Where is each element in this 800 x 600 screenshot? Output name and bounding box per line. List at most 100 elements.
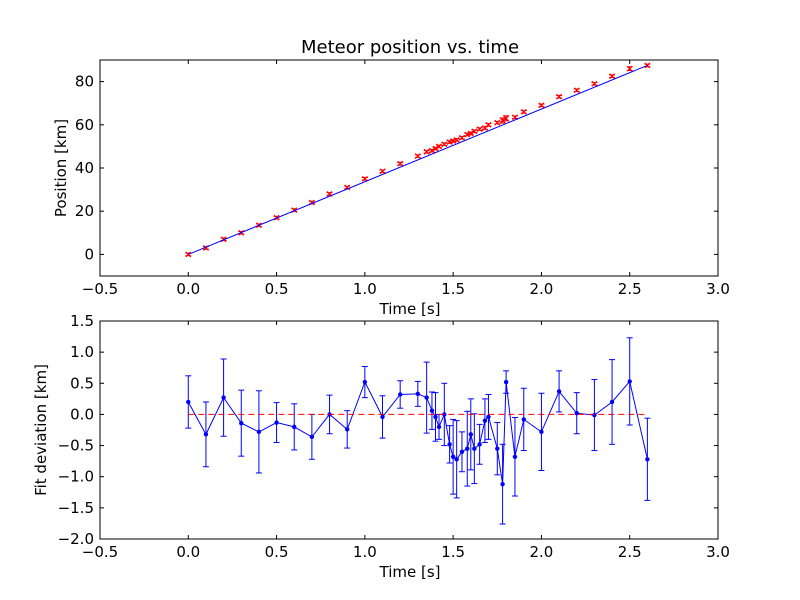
deviation-plot-x-tick-label: 1.5 xyxy=(441,543,465,561)
position-plot-x-tick-label: 0.0 xyxy=(176,280,200,298)
deviation-point xyxy=(477,442,482,447)
position-point-marker xyxy=(499,117,506,124)
position-plot-frame xyxy=(99,59,719,277)
deviation-point xyxy=(429,408,435,413)
deviation-point xyxy=(442,412,447,417)
position-point-marker xyxy=(494,119,501,126)
deviation-point xyxy=(292,424,297,430)
deviation-point xyxy=(186,399,191,405)
deviation-plot-x-axis-label: Time [s] xyxy=(379,563,441,581)
deviation-plot-x-tick-label: 0.5 xyxy=(265,543,289,561)
deviation-point xyxy=(503,379,509,385)
deviation-point xyxy=(486,414,491,420)
position-point-marker xyxy=(556,93,563,100)
position-point-marker xyxy=(573,87,580,94)
position-point-marker xyxy=(453,136,460,143)
position-plot-title: Meteor position vs. time xyxy=(301,37,519,58)
deviation-plot-x-ticks: −0.5 0.0 0.5 1.0 1.5 2.0 2.5 3.0 xyxy=(82,321,730,561)
position-point-marker xyxy=(538,102,545,109)
deviation-point xyxy=(433,414,438,420)
deviation-point xyxy=(627,379,632,384)
deviation-plot-x-tick-label: 3.0 xyxy=(706,543,730,561)
deviation-plot-y-tick-label: 0.5 xyxy=(70,374,94,392)
position-point-marker xyxy=(471,128,478,135)
position-plot-x-tick-label: −0.5 xyxy=(82,280,118,298)
position-point-marker xyxy=(379,168,386,175)
position-plot-y-tick-label: 80 xyxy=(75,73,94,91)
deviation-point xyxy=(274,420,279,425)
position-point-marker xyxy=(467,130,474,137)
position-point-marker xyxy=(626,65,633,72)
position-point-marker xyxy=(397,160,404,167)
position-point-marker xyxy=(459,134,465,141)
deviation-point xyxy=(380,414,385,420)
position-plot-x-tick-label: 0.5 xyxy=(265,280,289,298)
deviation-plot-y-tick-label: 0.0 xyxy=(70,405,94,423)
position-point-marker xyxy=(429,147,435,154)
position-plot-x-ticks: −0.5 0.0 0.5 1.0 1.5 2.0 2.5 3.0 xyxy=(82,60,730,298)
deviation-plot-x-tick-label: 0.0 xyxy=(176,543,200,561)
deviation-point xyxy=(592,412,597,418)
position-plot: Meteor position vs. time −0.5 0.0 0.5 1.0 1.… xyxy=(52,37,730,318)
deviation-point xyxy=(221,395,226,400)
deviation-point xyxy=(450,454,456,459)
deviation-plot: −0.5 0.0 0.5 1.0 1.5 2.0 2.5 3.0 1.51.00.50.0−0… xyxy=(32,312,730,581)
deviation-point xyxy=(609,399,615,405)
deviation-point xyxy=(500,481,505,487)
position-plot-x-tick-label: 1.0 xyxy=(353,280,377,298)
deviation-point xyxy=(482,418,488,423)
deviation-point xyxy=(495,446,500,451)
position-point-marker xyxy=(436,143,442,150)
position-point-marker xyxy=(446,139,453,146)
deviation-plot-x-tick-label: −0.5 xyxy=(82,543,118,561)
deviation-plot-y-axis-label: Fit deviation [km] xyxy=(32,364,50,496)
position-point-marker xyxy=(432,145,439,152)
deviation-plot-y-tick-label: 1.0 xyxy=(70,343,94,361)
deviation-plot-x-tick-label: 1.0 xyxy=(353,543,377,561)
deviation-point xyxy=(436,424,442,430)
deviation-point xyxy=(459,449,465,454)
position-point-marker xyxy=(423,148,430,155)
position-point-marker xyxy=(609,73,615,80)
position-point-marker xyxy=(476,126,483,133)
deviation-point xyxy=(465,446,470,451)
position-plot-data xyxy=(185,62,651,258)
deviation-plot-y-ticks: 1.5 1.0 0.5 0.0 −0.5 −1.0 −1.5 −2.0 xyxy=(58,312,718,548)
position-plot-x-tick-label: 2.5 xyxy=(618,280,642,298)
position-point-marker xyxy=(591,80,598,87)
position-plot-y-axis-label: Position [km] xyxy=(52,119,70,217)
position-point-marker xyxy=(344,184,351,191)
position-point-marker xyxy=(512,114,518,121)
deviation-plot-y-tick-label: −0.5 xyxy=(58,437,94,455)
deviation-point xyxy=(468,432,473,437)
deviation-point xyxy=(574,410,579,416)
deviation-point xyxy=(256,429,262,435)
deviation-point xyxy=(539,429,544,435)
deviation-plot-y-tick-label: 1.5 xyxy=(70,312,94,330)
position-point-marker xyxy=(326,190,333,197)
position-plot-x-tick-label: 2.0 xyxy=(529,280,553,298)
deviation-point xyxy=(447,442,452,447)
deviation-plot-x-tick-label: 2.0 xyxy=(529,543,553,561)
position-plot-x-tick-label: 1.5 xyxy=(441,280,465,298)
position-point-marker xyxy=(485,121,492,128)
position-point-marker xyxy=(441,141,448,148)
position-point-marker xyxy=(503,115,510,122)
position-plot-y-tick-label: 60 xyxy=(75,116,94,134)
deviation-point xyxy=(362,379,368,385)
deviation-point xyxy=(454,457,459,462)
deviation-plot-y-tick-label: −1.5 xyxy=(58,499,94,517)
position-plot-y-tick-label: 40 xyxy=(75,159,94,177)
deviation-plot-x-tick-label: 2.5 xyxy=(618,543,642,561)
deviation-point xyxy=(345,427,350,432)
deviation-point xyxy=(397,392,403,397)
position-point-marker xyxy=(450,138,457,144)
position-plot-x-tick-label: 3.0 xyxy=(706,280,730,298)
position-plot-y-ticks: 0 20 40 60 80 xyxy=(75,73,718,263)
fit-line xyxy=(188,64,648,255)
deviation-point xyxy=(521,417,526,422)
position-plot-y-tick-label: 0 xyxy=(84,245,94,263)
deviation-point xyxy=(424,395,429,400)
position-point-marker xyxy=(520,108,527,115)
